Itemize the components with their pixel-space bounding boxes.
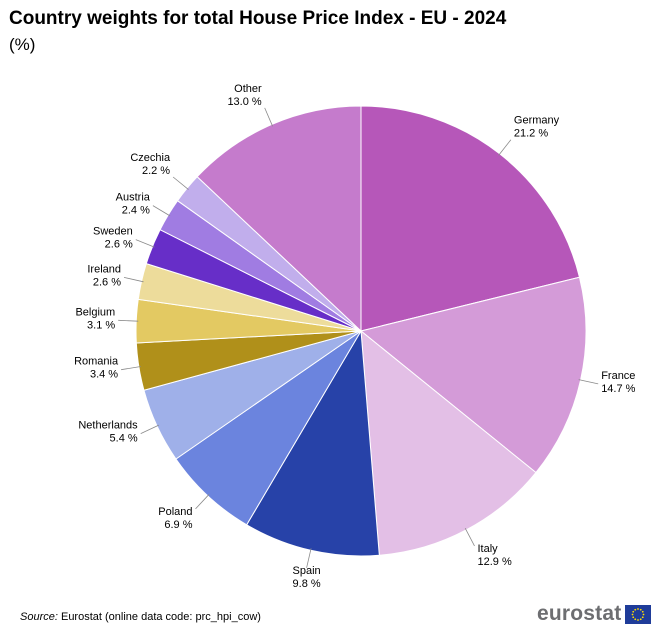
slice-value-spain: 9.8 % <box>293 578 321 590</box>
slice-value-sweden: 2.6 % <box>105 239 133 251</box>
slice-label-other: Other <box>234 83 262 95</box>
leader-lines <box>118 107 599 568</box>
leader-line-france <box>578 379 599 385</box>
source-text: Eurostat (online data code: prc_hpi_cow) <box>57 611 261 623</box>
source-note: Source: Eurostat (online data code: prc_… <box>20 611 261 623</box>
slice-label-czechia: Czechia <box>130 152 171 164</box>
leader-line-netherlands <box>140 424 159 434</box>
slice-value-other: 13.0 % <box>227 96 261 108</box>
slice-value-poland: 6.9 % <box>164 519 192 531</box>
slice-value-ireland: 2.6 % <box>93 276 121 288</box>
leader-line-romania <box>121 366 141 371</box>
slice-label-poland: Poland <box>158 506 192 518</box>
logo-text: eurostat <box>537 602 622 625</box>
slice-value-austria: 2.4 % <box>122 205 150 217</box>
slice-label-ireland: Ireland <box>87 263 121 275</box>
leader-line-italy <box>464 528 475 547</box>
leader-line-ireland <box>123 277 144 283</box>
pie-slices <box>135 105 587 557</box>
slice-label-austria: Austria <box>116 192 151 204</box>
eu-flag-icon <box>625 604 652 624</box>
leader-line-spain <box>306 548 312 568</box>
slice-value-germany: 21.2 % <box>514 128 548 140</box>
leader-line-austria <box>152 205 171 217</box>
slice-label-netherlands: Netherlands <box>78 420 138 432</box>
leader-line-poland <box>195 494 210 510</box>
slice-label-spain: Spain <box>293 565 321 577</box>
slice-label-romania: Romania <box>74 356 119 368</box>
slice-label-germany: Germany <box>514 115 560 127</box>
slice-label-france: France <box>601 370 635 382</box>
leader-line-belgium <box>118 319 139 322</box>
slice-value-netherlands: 5.4 % <box>110 433 138 445</box>
slice-value-belgium: 3.1 % <box>87 319 115 331</box>
leader-line-czechia <box>172 176 189 190</box>
eurostat-logo: eurostat <box>537 601 652 627</box>
slice-value-romania: 3.4 % <box>90 369 118 381</box>
slice-label-sweden: Sweden <box>93 226 133 238</box>
slice-value-france: 14.7 % <box>601 383 635 395</box>
slice-value-czechia: 2.2 % <box>142 165 170 177</box>
leader-line-other <box>264 107 273 127</box>
slice-label-italy: Italy <box>478 543 499 555</box>
source-label: Source: <box>20 611 58 623</box>
leader-line-germany <box>498 139 512 156</box>
chart-subtitle: (%) <box>9 35 36 54</box>
slice-label-belgium: Belgium <box>75 306 115 318</box>
slice-value-italy: 12.9 % <box>478 556 512 568</box>
chart-title: Country weights for total House Price In… <box>9 8 507 29</box>
leader-line-sweden <box>135 239 155 248</box>
